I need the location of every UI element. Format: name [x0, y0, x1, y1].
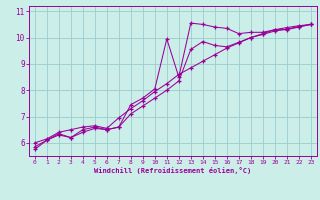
X-axis label: Windchill (Refroidissement éolien,°C): Windchill (Refroidissement éolien,°C): [94, 167, 252, 174]
